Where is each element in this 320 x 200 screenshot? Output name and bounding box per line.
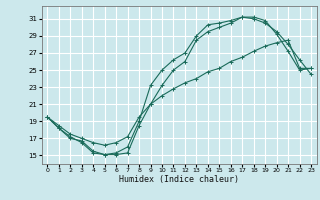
X-axis label: Humidex (Indice chaleur): Humidex (Indice chaleur) — [119, 175, 239, 184]
